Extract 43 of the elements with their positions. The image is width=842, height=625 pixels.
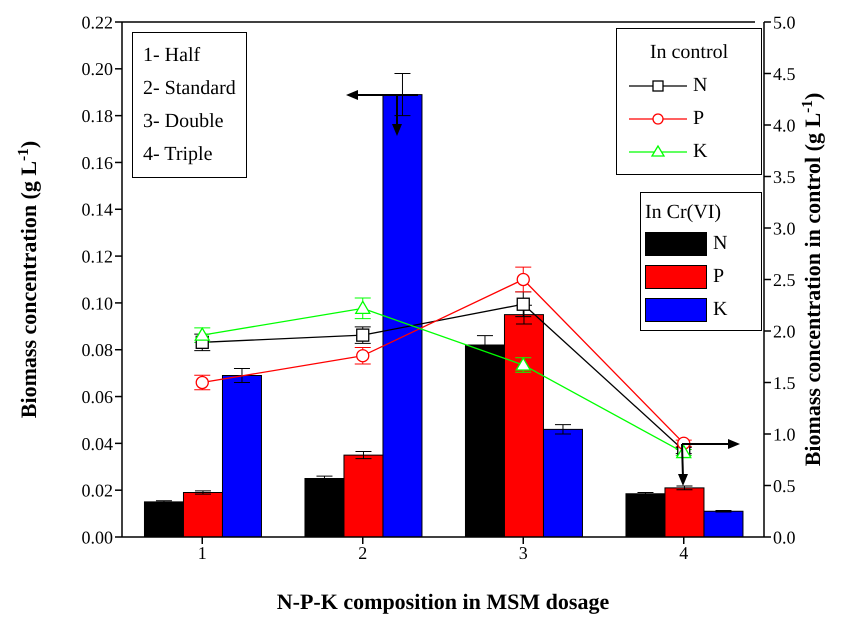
y2-tick-label: 5.0 [773,12,796,32]
y2-tick-label: 0.5 [773,476,796,496]
y2-tick-label: 1.5 [773,372,796,393]
y-tick-label: 0.10 [82,293,113,314]
point [516,272,530,286]
y-tick-label: 0.00 [82,527,113,548]
annotation: In control [648,40,730,65]
annotation: 1- Half [143,43,202,68]
legend-label: N [713,232,728,255]
y2-tick-label: 1.0 [773,424,796,444]
legend-title: In Cr(VI) [645,200,722,225]
annotation: 3- Double [143,109,225,134]
y2-tick-label: 2.0 [773,321,796,342]
y2-tick-label: 3.5 [773,166,796,187]
y-tick-label: 0.18 [82,106,113,126]
legend-label: K [693,140,708,163]
x-tick-label: 3 [518,542,528,563]
legend-label: K [713,298,728,321]
y2-tick-label: 4.5 [773,64,796,84]
legend-label: P [713,265,724,288]
annotation: 4- Triple [143,142,214,167]
y-tick-label: 0.08 [82,340,113,360]
x-axis-title: N-P-K composition in MSM dosage [276,589,610,614]
y-tick-label: 0.12 [82,246,113,266]
y2-tick-label: 2.5 [773,270,796,290]
point [516,298,530,311]
y2-tick-label: 4.0 [773,115,796,136]
y-tick-label: 0.02 [82,480,113,501]
y2-tick-label: 3.0 [773,218,796,238]
point [355,300,370,314]
y-tick-label: 0.16 [82,152,113,173]
annotation: 2- Standard [143,76,236,101]
x-tick-label: 1 [198,542,207,563]
y2-tick-label: 0.0 [773,527,796,548]
y-tick-label: 0.20 [82,59,113,80]
legend-label: N [693,74,708,97]
x-tick-label: 2 [358,542,368,563]
y-tick-label: 0.14 [82,200,113,220]
y-tick-label: 0.06 [82,386,113,407]
x-tick-label: 4 [679,542,688,563]
y-tick-label: 0.22 [82,12,113,32]
y-tick-label: 0.04 [82,434,113,454]
legend-label: P [693,107,704,130]
